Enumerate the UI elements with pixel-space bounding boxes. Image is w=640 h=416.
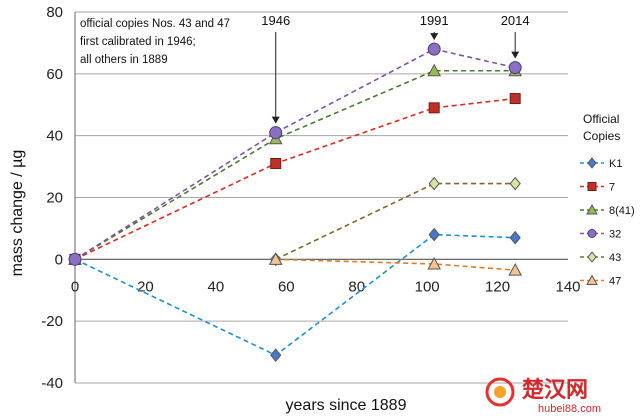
- x-tick-80: 80: [348, 278, 365, 295]
- legend-marker-8(41): [586, 203, 598, 215]
- legend: Official Copies K1 7 8(41) 32 43 47: [580, 112, 635, 288]
- x-tick-140: 140: [555, 278, 580, 295]
- year-label-1946: 1946: [261, 13, 290, 28]
- legend-item-32: 32: [580, 229, 621, 241]
- y-tick-20: 20: [46, 190, 63, 207]
- x-tick-0: 0: [71, 278, 79, 295]
- year-marker-1991: 1991: [420, 13, 449, 41]
- note-line-3: all others in 1889: [80, 54, 168, 66]
- series-line-43: [275, 182, 516, 261]
- y-tick--40: -40: [41, 375, 63, 392]
- year-arrowhead-1946: [271, 116, 280, 124]
- series-8(41): [68, 63, 523, 265]
- site-watermark: 楚汉网 hubei88.com: [485, 377, 601, 415]
- point-K1-3: [509, 230, 521, 245]
- year-arrowhead-2014: [511, 51, 520, 59]
- point-43-1: [428, 176, 440, 191]
- series-line-K1: [74, 233, 516, 357]
- series-32: [68, 42, 522, 266]
- calibration-note: official copies Nos. 43 and 47 first cal…: [80, 18, 230, 66]
- x-tick-60: 60: [278, 278, 295, 295]
- legend-title-line-1: Official: [583, 112, 619, 126]
- point-8(41)-2: [427, 63, 442, 77]
- point-7-2: [428, 102, 440, 114]
- note-line-2: first calibrated in 1946;: [80, 36, 196, 48]
- y-axis-title: mass change / µg: [9, 150, 26, 277]
- legend-label-47: 47: [609, 276, 621, 288]
- legend-item-47: 47: [580, 274, 621, 288]
- year-markers: 1946 1991 2014: [261, 13, 530, 124]
- point-7-3: [509, 93, 521, 105]
- x-tick-120: 120: [485, 278, 510, 295]
- year-label-2014: 2014: [501, 13, 530, 28]
- watermark-logo: [485, 377, 515, 407]
- point-47-1: [427, 256, 442, 270]
- legend-label-8(41): 8(41): [609, 205, 635, 217]
- legend-marker-K1: [587, 157, 597, 169]
- point-32-1: [269, 126, 283, 140]
- point-43-2: [509, 176, 521, 191]
- note-line-1: official copies Nos. 43 and 47: [80, 18, 230, 30]
- y-tick-0: 0: [55, 251, 63, 268]
- legend-label-43: 43: [609, 252, 621, 264]
- legend-item-8(41): 8(41): [580, 203, 635, 217]
- watermark-text: 楚汉网: [522, 377, 588, 402]
- series-line-47: [275, 258, 516, 271]
- series-line-32: [74, 48, 516, 261]
- legend-item-43: 43: [580, 251, 621, 264]
- point-47-2: [508, 263, 523, 276]
- legend-marker-7: [587, 182, 597, 191]
- x-tick-100: 100: [415, 278, 440, 295]
- point-32-3: [508, 61, 522, 75]
- point-32-2: [427, 42, 441, 56]
- point-47-0: [268, 252, 283, 265]
- series-43: [270, 176, 521, 267]
- x-tick-labels: 0 20 40 60 80 100 120 140: [71, 278, 581, 295]
- year-label-1991: 1991: [420, 13, 449, 28]
- point-32-0: [68, 252, 82, 266]
- year-marker-1946: 1946: [261, 13, 290, 124]
- x-tick-40: 40: [208, 278, 225, 295]
- watermark-url: hubei88.com: [538, 403, 601, 415]
- legend-item-7: 7: [580, 182, 615, 194]
- gridlines: [75, 11, 568, 384]
- series-line-8(41): [74, 69, 516, 261]
- y-tick-60: 60: [46, 66, 63, 83]
- series-47: [268, 252, 523, 276]
- series-7: [69, 93, 521, 265]
- legend-item-K1: K1: [580, 157, 622, 170]
- point-K1-1: [270, 348, 282, 362]
- year-marker-2014: 2014: [501, 13, 530, 59]
- data-series: [68, 42, 523, 362]
- point-K1-2: [428, 227, 440, 242]
- legend-title-line-2: Copies: [583, 129, 620, 143]
- x-tick-20: 20: [137, 278, 154, 295]
- y-tick-40: 40: [46, 128, 63, 145]
- series-line-7: [74, 97, 516, 261]
- legend-label-K1: K1: [609, 158, 622, 170]
- legend-label-32: 32: [609, 229, 621, 241]
- year-arrowhead-1991: [430, 33, 439, 41]
- y-tick--20: -20: [41, 313, 63, 330]
- y-tick-labels: -40 -20 0 20 40 60 80: [41, 4, 63, 392]
- legend-marker-47: [586, 274, 598, 285]
- legend-label-7: 7: [609, 182, 615, 194]
- y-tick-80: 80: [46, 4, 63, 21]
- legend-marker-43: [587, 251, 597, 263]
- point-7-1: [270, 157, 282, 169]
- legend-marker-32: [587, 229, 597, 238]
- x-axis-title: years since 1889: [286, 397, 407, 414]
